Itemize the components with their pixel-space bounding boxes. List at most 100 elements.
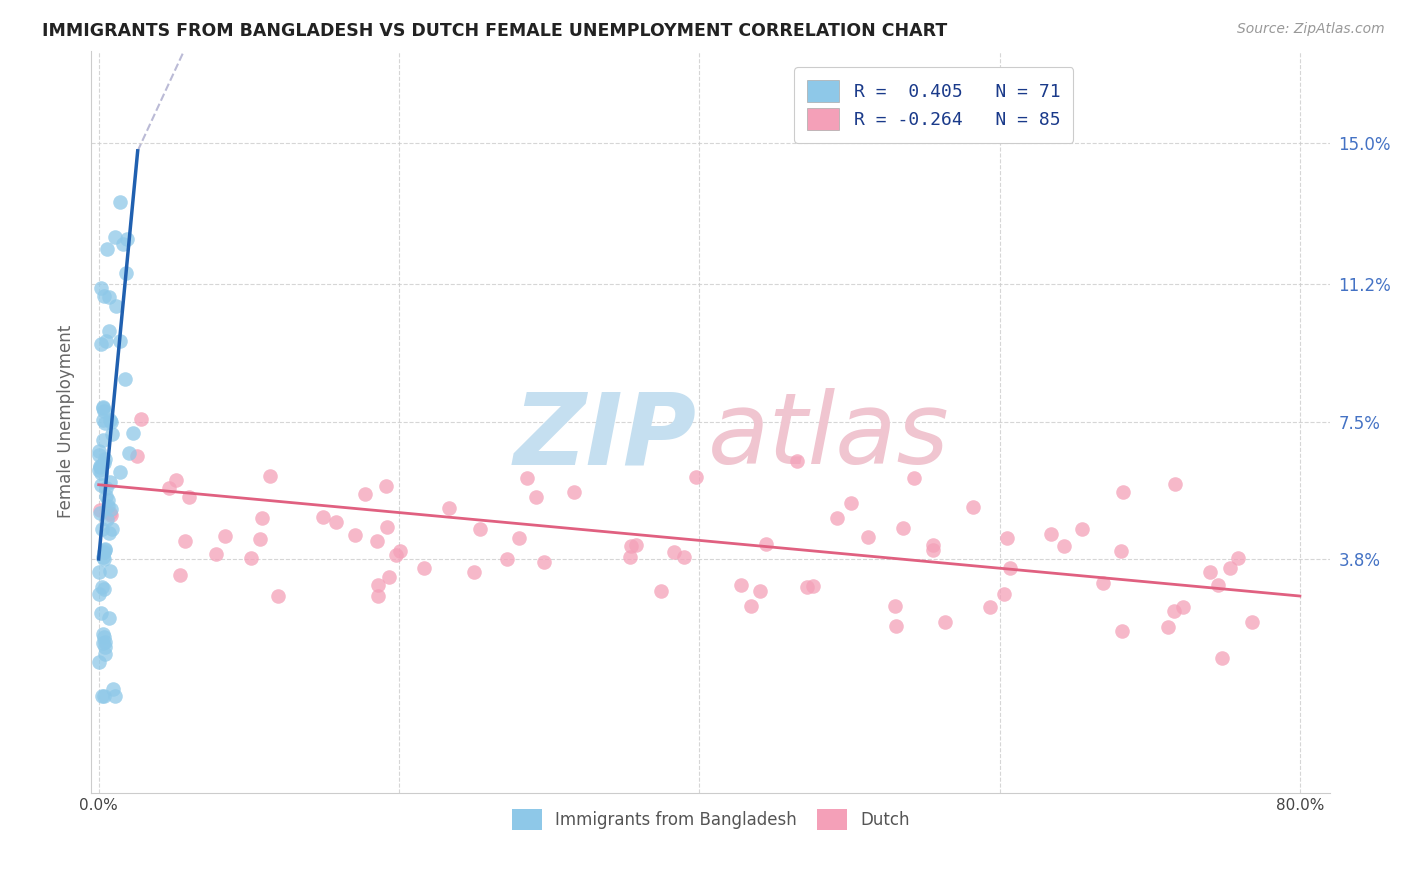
- Point: [98, 413, 121, 427]
- Point: [1091, 575, 1114, 590]
- Point: [1226, 550, 1249, 565]
- Point: [93, 647, 115, 661]
- Point: [891, 521, 914, 535]
- Point: [157, 482, 180, 496]
- Point: [89, 444, 111, 458]
- Point: [115, 232, 138, 246]
- Point: [94, 481, 117, 495]
- Point: [93, 401, 115, 415]
- Point: [98, 506, 121, 520]
- Point: [90, 467, 112, 481]
- Point: [619, 549, 641, 564]
- Point: [96, 334, 118, 349]
- Point: [1206, 578, 1229, 592]
- Point: [786, 454, 808, 468]
- Y-axis label: Female Unemployment: Female Unemployment: [58, 325, 75, 518]
- Point: [624, 538, 647, 552]
- Point: [468, 523, 491, 537]
- Point: [249, 533, 271, 547]
- Point: [89, 458, 111, 473]
- Point: [97, 500, 120, 514]
- Point: [98, 565, 121, 579]
- Point: [96, 512, 118, 526]
- Point: [672, 549, 695, 564]
- Point: [463, 565, 485, 579]
- Point: [884, 599, 907, 614]
- Point: [89, 565, 111, 579]
- Point: [89, 507, 111, 521]
- Point: [385, 548, 408, 562]
- Legend: Immigrants from Bangladesh, Dutch: Immigrants from Bangladesh, Dutch: [505, 803, 917, 837]
- Point: [796, 580, 818, 594]
- Point: [91, 549, 114, 564]
- Point: [388, 543, 411, 558]
- Point: [240, 550, 263, 565]
- Point: [1111, 624, 1133, 639]
- Point: [122, 425, 145, 440]
- Point: [367, 590, 389, 604]
- Point: [104, 229, 127, 244]
- Point: [377, 520, 399, 534]
- Point: [730, 578, 752, 592]
- Point: [1112, 485, 1135, 500]
- Point: [93, 689, 115, 703]
- Point: [839, 496, 862, 510]
- Point: [214, 529, 236, 543]
- Point: [516, 471, 538, 485]
- Point: [495, 551, 517, 566]
- Point: [1053, 539, 1076, 553]
- Point: [91, 413, 114, 427]
- Point: [118, 446, 141, 460]
- Point: [93, 630, 115, 644]
- Point: [90, 458, 112, 473]
- Point: [993, 587, 1015, 601]
- Point: [94, 543, 117, 558]
- Text: IMMIGRANTS FROM BANGLADESH VS DUTCH FEMALE UNEMPLOYMENT CORRELATION CHART: IMMIGRANTS FROM BANGLADESH VS DUTCH FEMA…: [42, 22, 948, 40]
- Point: [533, 555, 555, 569]
- Point: [114, 372, 136, 386]
- Point: [1173, 600, 1195, 615]
- Point: [508, 531, 530, 545]
- Point: [91, 626, 114, 640]
- Point: [94, 541, 117, 556]
- Point: [108, 334, 131, 348]
- Point: [91, 636, 114, 650]
- Point: [90, 689, 112, 703]
- Point: [1039, 527, 1062, 541]
- Point: [962, 500, 984, 514]
- Point: [89, 587, 111, 601]
- Point: [267, 589, 290, 603]
- Point: [111, 237, 134, 252]
- Point: [104, 689, 127, 703]
- Point: [801, 579, 824, 593]
- Point: [825, 511, 848, 525]
- Point: [100, 415, 122, 429]
- Point: [177, 491, 200, 505]
- Text: atlas: atlas: [707, 388, 949, 485]
- Point: [1157, 620, 1180, 634]
- Point: [91, 400, 114, 414]
- Point: [87, 463, 110, 477]
- Point: [375, 479, 398, 493]
- Point: [97, 324, 120, 338]
- Point: [89, 502, 111, 516]
- Point: [93, 552, 115, 566]
- Point: [979, 600, 1001, 615]
- Point: [165, 473, 187, 487]
- Point: [110, 195, 132, 210]
- Point: [378, 570, 401, 584]
- Point: [94, 634, 117, 648]
- Point: [562, 485, 585, 500]
- Point: [91, 580, 114, 594]
- Point: [90, 281, 112, 295]
- Point: [619, 539, 641, 553]
- Point: [94, 640, 117, 655]
- Point: [325, 515, 347, 529]
- Point: [524, 490, 547, 504]
- Point: [90, 478, 112, 492]
- Point: [104, 299, 127, 313]
- Point: [93, 417, 115, 431]
- Point: [169, 568, 191, 582]
- Point: [96, 242, 118, 256]
- Point: [129, 412, 152, 426]
